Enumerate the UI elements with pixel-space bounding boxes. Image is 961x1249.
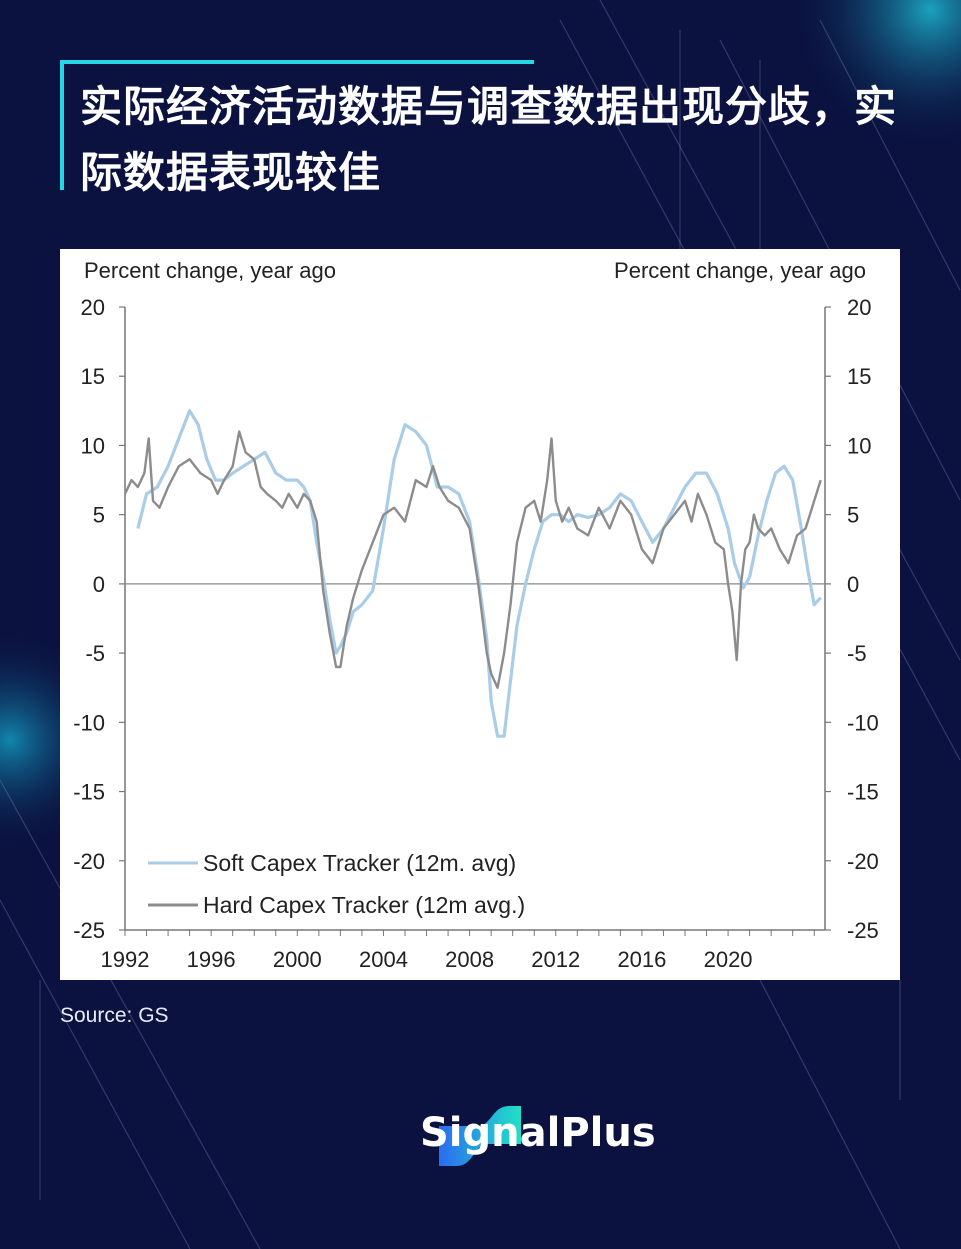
right-y-tick-label: 10	[847, 433, 871, 458]
right-y-tick-label: -20	[847, 849, 879, 874]
left-y-tick-label: -20	[73, 849, 105, 874]
soft-capex-line	[136, 409, 822, 738]
right-y-axis-title: Percent change, year ago	[614, 258, 866, 283]
x-tick-label: 2020	[704, 947, 753, 972]
hard-capex-line	[123, 430, 822, 689]
x-tick-label: 1996	[187, 947, 236, 972]
title-frame	[60, 60, 534, 190]
legend-soft-label: Soft Capex Tracker (12m. avg)	[203, 850, 516, 876]
x-tick-label: 2008	[445, 947, 494, 972]
right-y-tick-label: 5	[847, 503, 859, 528]
left-y-tick-label: 15	[81, 364, 105, 389]
x-tick-label: 1992	[101, 947, 150, 972]
chart-panel: 20 20 15 15 10 10 5 5 0 0 -5 -5 -10 -10 -15 -15 -20 -20 -2…	[60, 249, 900, 980]
x-tick-label: 2016	[617, 947, 666, 972]
x-tick-label: 2012	[531, 947, 580, 972]
right-y-tick-label: 20	[847, 295, 871, 320]
left-y-tick-label: 10	[81, 433, 105, 458]
left-y-tick-label: 5	[93, 503, 105, 528]
left-y-tick-label: -10	[73, 710, 105, 735]
left-y-axis-title: Percent change, year ago	[84, 258, 336, 283]
page-title: 实际经济活动数据与调查数据出现分歧，实际数据表现较佳	[80, 82, 898, 197]
legend-hard-label: Hard Capex Tracker (12m avg.)	[203, 892, 525, 918]
left-y-tick-label: -5	[85, 641, 105, 666]
brand-name: SignalPlus	[420, 1110, 656, 1156]
x-tick-label: 2004	[359, 947, 408, 972]
right-y-tick-label: -25	[847, 918, 879, 943]
source-note: Source: GS	[60, 1004, 169, 1027]
signalplus-logo-icon	[439, 1106, 521, 1166]
left-y-tick-label: 20	[81, 295, 105, 320]
right-y-tick-label: -15	[847, 780, 879, 805]
right-y-tick-label: 0	[847, 572, 859, 597]
left-y-tick-label: 0	[93, 572, 105, 597]
left-y-tick-label: -15	[73, 780, 105, 805]
x-tick-label: 2000	[273, 947, 322, 972]
right-y-tick-label: 15	[847, 364, 871, 389]
right-y-tick-label: -5	[847, 641, 867, 666]
left-y-tick-label: -25	[73, 918, 105, 943]
right-y-tick-label: -10	[847, 710, 879, 735]
